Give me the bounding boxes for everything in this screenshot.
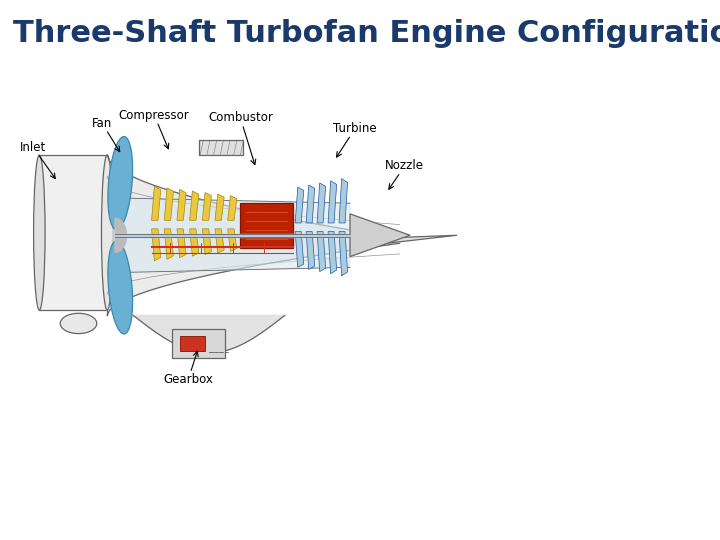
Bar [240,203,292,248]
Ellipse shape [34,155,45,310]
Polygon shape [228,229,237,251]
Polygon shape [189,229,199,256]
Polygon shape [107,155,400,315]
Polygon shape [317,183,325,223]
Polygon shape [177,190,186,220]
Polygon shape [328,232,337,274]
Polygon shape [317,232,325,272]
Polygon shape [112,198,350,273]
Ellipse shape [108,241,132,334]
Polygon shape [387,235,457,244]
Polygon shape [115,234,350,237]
Polygon shape [339,179,348,223]
Text: Combustor: Combustor [208,111,273,165]
Polygon shape [189,191,199,220]
Ellipse shape [108,137,132,230]
Polygon shape [115,218,127,252]
Text: Inlet: Inlet [20,140,55,179]
Polygon shape [306,185,315,223]
Polygon shape [295,232,304,267]
Polygon shape [215,194,224,220]
Polygon shape [164,188,174,220]
Polygon shape [295,187,304,223]
Polygon shape [152,186,161,220]
Bar [180,336,205,351]
Polygon shape [202,229,212,254]
Polygon shape [350,214,410,256]
Text: Compressor: Compressor [119,109,189,148]
Ellipse shape [60,313,96,334]
Polygon shape [177,229,186,258]
Polygon shape [40,155,107,310]
Ellipse shape [102,155,113,310]
Text: Turbine: Turbine [333,122,377,157]
Bar [199,140,243,155]
Polygon shape [306,232,315,269]
Polygon shape [133,315,284,353]
Text: Fan: Fan [92,117,120,152]
Polygon shape [164,229,174,259]
Polygon shape [328,181,337,223]
Text: Gearbox: Gearbox [163,352,213,386]
Polygon shape [202,192,212,220]
Polygon shape [152,229,161,261]
Polygon shape [215,229,224,253]
Polygon shape [339,232,348,276]
Text: Three-Shaft Turbofan Engine Configuration: Three-Shaft Turbofan Engine Configuratio… [13,19,720,48]
Text: Nozzle: Nozzle [385,159,424,189]
Bar [173,329,225,358]
Polygon shape [228,195,237,220]
